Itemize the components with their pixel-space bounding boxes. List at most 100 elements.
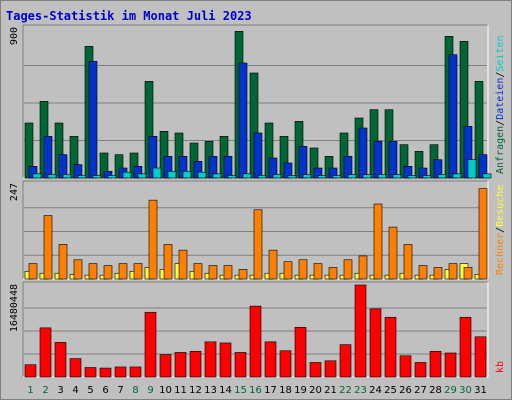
- x-tick-day-20: 20: [309, 385, 322, 396]
- bar-seiten-day-15: [242, 173, 252, 179]
- bar-kb-day-26: [399, 355, 412, 378]
- x-tick-day-14: 14: [219, 385, 232, 396]
- bar-seiten-day-27: [422, 175, 432, 179]
- bar-seiten-day-21: [332, 175, 342, 179]
- x-tick-day-23: 23: [354, 385, 367, 396]
- legend-dateien: Dateien: [495, 78, 506, 120]
- bar-rechner-day-24: [373, 203, 383, 280]
- bar-seiten-day-29: [452, 173, 462, 179]
- bar-rechner-day-3: [58, 244, 68, 280]
- y-max-label: 900: [9, 27, 20, 45]
- bar-seiten-day-18: [287, 175, 297, 179]
- bar-rechner-day-10: [163, 244, 173, 280]
- bar-kb-day-24: [369, 308, 382, 378]
- bar-rechner-day-11: [178, 249, 188, 280]
- bar-seiten-day-19: [302, 174, 312, 179]
- bar-rechner-day-1: [28, 263, 38, 280]
- bar-seiten-day-1: [32, 173, 42, 179]
- bar-rechner-day-5: [88, 263, 98, 280]
- bar-seiten-day-3: [62, 174, 72, 179]
- x-tick-day-18: 18: [279, 385, 292, 396]
- chart-title: Tages-Statistik im Monat Juli 2023: [6, 9, 252, 23]
- bar-kb-day-22: [339, 344, 352, 378]
- legend-text: Anfragen/Dateien/Seiten: [495, 35, 506, 174]
- bar-rechner-day-2: [43, 215, 53, 280]
- bar-seiten-day-20: [317, 175, 327, 179]
- bar-seiten-day-11: [182, 171, 192, 179]
- x-tick-day-22: 22: [339, 385, 352, 396]
- bar-seiten-day-4: [77, 175, 87, 179]
- bar-dateien-day-2: [43, 136, 53, 179]
- legend-top: Anfragen/Dateien/Seiten: [495, 35, 506, 174]
- bar-kb-day-9: [144, 311, 157, 378]
- bar-kb-day-20: [309, 362, 322, 378]
- bar-rechner-day-15: [238, 269, 248, 280]
- bar-seiten-day-5: [92, 175, 102, 179]
- x-tick-day-13: 13: [204, 385, 217, 396]
- bar-rechner-day-14: [223, 265, 233, 280]
- bar-kb-day-12: [189, 351, 202, 378]
- legend-bottom: kb: [495, 361, 506, 373]
- bar-rechner-day-19: [298, 259, 308, 280]
- x-tick-day-24: 24: [369, 385, 382, 396]
- bar-dateien-day-23: [358, 127, 368, 179]
- legend-separator: /: [495, 120, 506, 126]
- legend-anfragen: Anfragen: [495, 126, 506, 174]
- bar-kb-day-1: [24, 364, 37, 378]
- x-tick-day-5: 5: [87, 385, 93, 396]
- bar-seiten-day-24: [377, 174, 387, 179]
- x-tick-day-7: 7: [117, 385, 123, 396]
- bar-dateien-day-15: [238, 62, 248, 179]
- legend-seiten: Seiten: [495, 35, 506, 71]
- bar-rechner-day-12: [193, 263, 203, 280]
- bar-seiten-day-31: [482, 173, 492, 179]
- bar-kb-day-17: [264, 341, 277, 378]
- bar-dateien-day-24: [373, 141, 383, 179]
- x-tick-day-1: 1: [27, 385, 33, 396]
- bar-kb-day-13: [204, 341, 217, 378]
- bar-kb-day-25: [384, 316, 397, 378]
- bar-dateien-day-19: [298, 146, 308, 179]
- bar-dateien-day-16: [253, 132, 263, 179]
- legend-rechner: Rechner: [495, 233, 506, 275]
- bar-dateien-day-25: [388, 141, 398, 179]
- bar-rechner-day-17: [268, 249, 278, 280]
- bar-kb-day-11: [174, 352, 187, 378]
- bar-kb-day-8: [129, 366, 142, 378]
- bar-seiten-day-2: [47, 174, 57, 179]
- bar-seiten-day-9: [152, 167, 162, 179]
- bar-kb-day-5: [84, 367, 97, 378]
- bar-kb-day-10: [159, 354, 172, 378]
- legend-separator: /: [495, 72, 506, 78]
- x-tick-day-30: 30: [459, 385, 472, 396]
- bar-seiten-day-8: [137, 173, 147, 179]
- bar-rechner-day-30: [463, 267, 473, 280]
- bar-kb-day-16: [249, 305, 262, 378]
- bar-rechner-day-6: [103, 265, 113, 280]
- y-max-label: 16480448: [9, 284, 20, 332]
- bar-kb-day-23: [354, 284, 367, 378]
- bar-rechner-day-13: [208, 265, 218, 280]
- bar-rechner-day-21: [328, 267, 338, 280]
- bar-rechner-day-28: [433, 267, 443, 280]
- x-tick-day-21: 21: [324, 385, 337, 396]
- x-tick-day-11: 11: [174, 385, 187, 396]
- legend-separator: /: [495, 227, 506, 233]
- bar-seiten-day-28: [437, 174, 447, 179]
- x-tick-day-16: 16: [249, 385, 262, 396]
- bar-seiten-day-10: [167, 171, 177, 179]
- bar-kb-day-21: [324, 360, 337, 378]
- x-tick-day-3: 3: [57, 385, 63, 396]
- bar-kb-day-7: [114, 366, 127, 378]
- bar-kb-day-15: [234, 352, 247, 378]
- bar-dateien-day-29: [448, 54, 458, 179]
- bar-rechner-day-23: [358, 255, 368, 280]
- legend-text: Rechner/Besuche: [495, 185, 506, 275]
- x-tick-day-26: 26: [399, 385, 412, 396]
- x-tick-day-25: 25: [384, 385, 397, 396]
- bar-kb-day-28: [429, 351, 442, 378]
- bar-kb-day-31: [474, 336, 487, 378]
- bar-rechner-day-8: [133, 263, 143, 280]
- legend-besuche: Besuche: [495, 185, 506, 227]
